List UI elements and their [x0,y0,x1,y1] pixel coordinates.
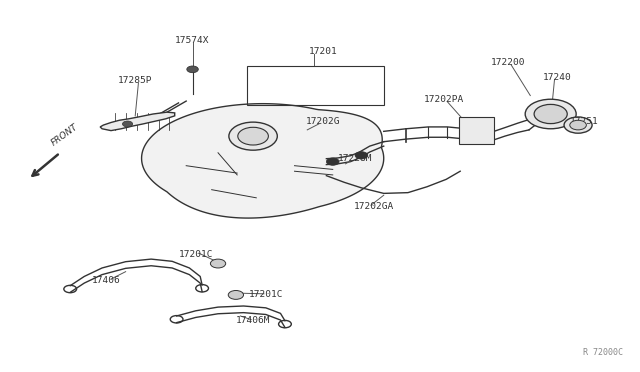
Circle shape [570,120,586,130]
Circle shape [534,105,567,124]
Text: 17202GA: 17202GA [354,202,394,211]
Polygon shape [141,104,384,218]
Circle shape [238,127,268,145]
Polygon shape [100,112,175,131]
Text: 17202PA: 17202PA [424,95,465,104]
Text: 17406: 17406 [92,276,121,285]
Circle shape [187,66,198,73]
FancyBboxPatch shape [459,117,494,144]
Circle shape [525,99,576,129]
Circle shape [355,152,368,159]
Circle shape [564,117,592,133]
Text: 17201C: 17201C [179,250,213,259]
Text: 17228M: 17228M [338,154,372,163]
Circle shape [122,121,132,127]
Text: 17202G: 17202G [306,117,340,126]
Text: 17251: 17251 [570,117,599,126]
Circle shape [228,291,244,299]
Text: 17285P: 17285P [118,76,152,85]
Circle shape [229,122,277,150]
Text: 17406M: 17406M [236,316,270,325]
Text: FRONT: FRONT [50,122,80,147]
Text: 17240: 17240 [543,73,572,81]
Circle shape [326,158,339,165]
Text: R 72000C: R 72000C [582,347,623,357]
Text: 17201C: 17201C [248,291,283,299]
Text: 172200: 172200 [491,58,525,67]
Text: 17574X: 17574X [175,36,210,45]
Text: 17201: 17201 [309,47,337,56]
Circle shape [211,259,226,268]
